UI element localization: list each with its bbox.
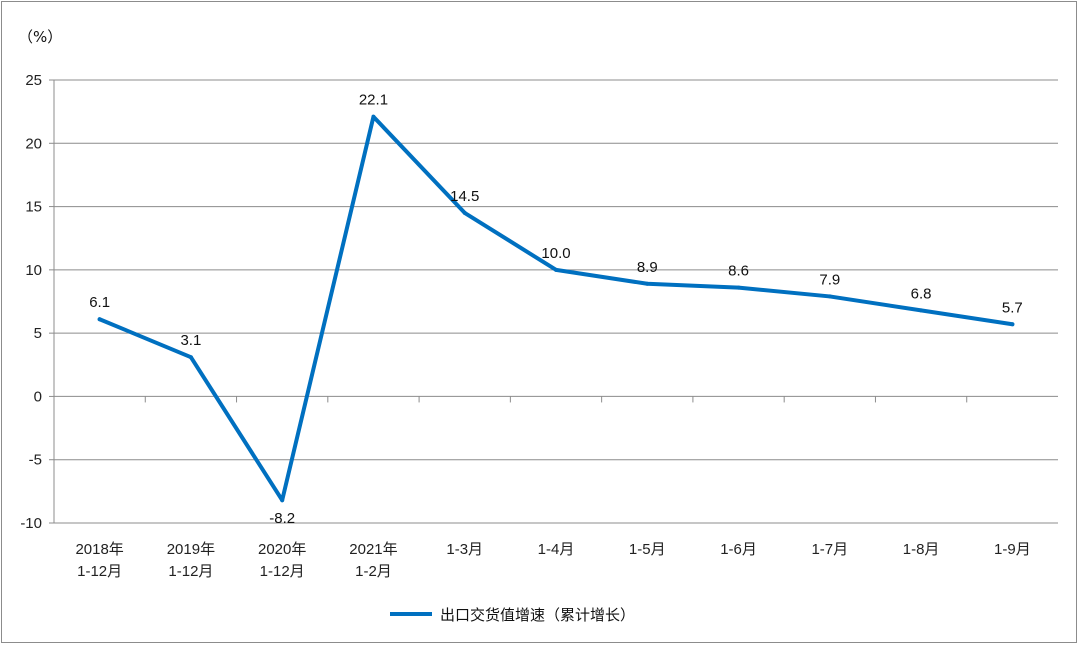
- data-point: [736, 285, 741, 290]
- x-tick-label: 1-9月: [994, 541, 1031, 558]
- data-point: [554, 267, 558, 272]
- x-tick-label: 1-4月: [538, 541, 575, 558]
- data-label: 7.9: [819, 271, 840, 288]
- y-tick-labels: -10 -5 0 5 10 15 20 25: [20, 72, 42, 532]
- data-label: 6.1: [89, 294, 110, 311]
- y-unit-label: （%）: [18, 28, 62, 46]
- x-tick-label: 1-3月: [446, 541, 483, 558]
- x-tick-label: 2021年 1-2月: [349, 541, 397, 580]
- data-point: [462, 210, 467, 215]
- data-point: [1010, 322, 1015, 327]
- y-tick-label: 15: [25, 199, 42, 216]
- axes: [49, 79, 1058, 524]
- y-tick-label: 20: [25, 135, 42, 152]
- data-label: 8.6: [728, 263, 749, 280]
- data-label: 5.7: [1002, 299, 1023, 316]
- x-tick-label: 1-7月: [811, 541, 848, 558]
- y-tick-label: 0: [34, 388, 42, 405]
- gridlines: [54, 79, 1058, 524]
- series-lines: [97, 114, 1015, 503]
- data-label: 8.9: [637, 259, 658, 276]
- y-tick-label: 10: [25, 262, 42, 279]
- x-tick-label: 1-6月: [720, 541, 757, 558]
- data-label: 10.0: [541, 245, 570, 262]
- data-label: -8.2: [269, 510, 295, 527]
- data-point: [188, 355, 193, 360]
- legend: 出口交货值增速（累计增长）: [390, 606, 635, 624]
- x-tick-label: 2019年 1-12月: [167, 541, 215, 580]
- x-tick-label: 1-8月: [903, 541, 940, 558]
- data-point: [919, 308, 924, 313]
- data-label: 3.1: [180, 332, 201, 349]
- x-tick-labels: 2018年 1-12月 2019年 1-12月 2020年 1-12月 2021年 1-2月 1…: [75, 541, 1030, 580]
- series-line: [97, 114, 1015, 503]
- data-point: [645, 281, 650, 286]
- x-tick-label: 1-5月: [629, 541, 666, 558]
- y-tick-label: 5: [34, 325, 42, 342]
- data-label: 14.5: [450, 188, 479, 205]
- data-label: 22.1: [359, 92, 388, 109]
- data-label: 6.8: [911, 285, 932, 302]
- x-tick-label: 2018年 1-12月: [75, 541, 123, 580]
- data-labels: 6.1 3.1 -8.2 22.1 14.5 10.0 8.9 8.6 7.9 6.8 5.7: [89, 92, 1023, 528]
- data-point: [827, 294, 832, 299]
- data-point: [280, 498, 285, 503]
- y-tick-label: -10: [20, 515, 42, 532]
- x-tick-label: 2020年 1-12月: [258, 541, 306, 580]
- data-point: [97, 317, 102, 322]
- legend-label: 出口交货值增速（累计增长）: [440, 606, 635, 624]
- y-tick-label: 25: [25, 72, 42, 89]
- data-point: [371, 114, 376, 119]
- y-tick-label: -5: [29, 452, 42, 469]
